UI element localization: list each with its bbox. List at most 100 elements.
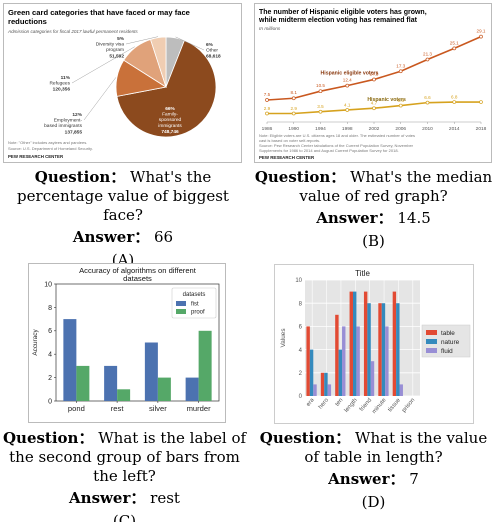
- data-label: 10.5: [316, 83, 325, 88]
- chart-a-footer: PEW RESEARCH CENTER: [8, 154, 64, 159]
- pie-label: 6% Other: [206, 42, 218, 54]
- bar: [117, 389, 131, 401]
- pie-leader-line: [71, 46, 135, 84]
- x-tick-label: 1998: [342, 126, 353, 132]
- series-point: [452, 46, 457, 51]
- y-tick-label: 2: [299, 371, 303, 377]
- question-prefix: Question：: [259, 429, 351, 447]
- answer-text: 7: [409, 470, 419, 488]
- y-tick-label: 4: [299, 348, 303, 354]
- question-text: What's the percentage value of biggest f…: [17, 168, 229, 224]
- y-tick-label: 10: [295, 278, 302, 284]
- pie-slices: [115, 36, 217, 138]
- x-tick-label: tissue: [387, 397, 402, 413]
- chart-a-title-line2: reductions: [8, 17, 47, 26]
- pie-value: 68,618: [206, 54, 221, 60]
- chart-a-note: Note: "Other" includes asylees and parol…: [8, 140, 87, 145]
- series-point: [425, 57, 430, 62]
- x-tick-label: hero: [318, 397, 331, 411]
- grouped-bar-chart-image: Accuracy of algorithms on different datas…: [28, 263, 226, 423]
- series-point: [318, 89, 323, 94]
- bar: [396, 303, 400, 396]
- question-d: Question： What is the value of table in …: [251, 429, 496, 467]
- panel-a: Green card categories that have faced or…: [0, 0, 249, 269]
- x-tick-label: length: [344, 397, 359, 413]
- question-text: What is the label of the second group of…: [9, 429, 247, 485]
- answer-text: 66: [154, 228, 174, 246]
- legend-label: fluid: [441, 348, 453, 355]
- bar: [367, 303, 371, 396]
- y-tick-label: 2: [48, 375, 52, 382]
- legend-swatch: [426, 348, 437, 353]
- chart-b-title-line1: The number of Hispanic eligible voters h…: [259, 9, 427, 16]
- bar: [76, 365, 90, 401]
- triple-bar-chart-image: Title 0 2 4 6 8 10 Values era hero ten length friend…: [274, 264, 474, 424]
- chart-title-line1: Accuracy of algorithms on different: [79, 266, 197, 275]
- x-tick-label: silver: [149, 404, 167, 413]
- answer-text: 14.5: [397, 209, 431, 227]
- data-label: 21.3: [423, 52, 432, 57]
- pie-label: 5% Diversity visa program: [96, 36, 125, 53]
- y-tick-label: 0: [48, 398, 52, 405]
- pie-value: 137,855: [65, 129, 83, 135]
- x-tick-label: 2010: [422, 126, 433, 132]
- series-name-label: Hispanic voters: [367, 97, 406, 103]
- bar: [327, 384, 332, 396]
- bar: [381, 303, 386, 396]
- question-prefix: Question：: [2, 429, 94, 447]
- y-tick-label: 10: [44, 281, 52, 288]
- bar: [342, 326, 346, 396]
- chart-title-line2: datasets: [123, 274, 152, 283]
- data-label: 6.6: [424, 95, 431, 100]
- pie-slice: [150, 36, 167, 88]
- series-point: [345, 83, 350, 88]
- chart-title: Title: [355, 269, 370, 278]
- chart-a-source: Source: U.S. Department of Homeland Secu…: [8, 146, 93, 151]
- panel-b: The number of Hispanic eligible voters h…: [249, 0, 498, 261]
- chart-b-footer: PEW RESEARCH CENTER: [259, 155, 315, 160]
- answer-prefix: Answer：: [72, 228, 150, 246]
- pie-value: 748,746: [161, 129, 179, 135]
- pie-chart: Green card categories that have faced or…: [7, 8, 221, 159]
- x-tick-label: pond: [68, 404, 85, 413]
- x-tick-label: prison: [401, 397, 416, 413]
- pie-slice: [116, 39, 217, 138]
- series-point: [372, 106, 376, 111]
- pie-chart-image: Green card categories that have faced or…: [3, 3, 242, 163]
- series-point: [318, 109, 323, 114]
- bar: [378, 303, 382, 396]
- series-point: [398, 103, 403, 108]
- pie-label: 11% Refugees: [49, 75, 70, 87]
- bar: [144, 342, 158, 401]
- x-tick-label: 2014: [449, 126, 460, 132]
- bar: [157, 377, 171, 401]
- series-point: [479, 100, 483, 104]
- x-tick-label: era: [306, 397, 317, 408]
- question-text: What's the median value of red graph?: [299, 168, 493, 205]
- bar: [363, 291, 368, 396]
- data-label: 12.4: [343, 78, 352, 83]
- series-point: [265, 111, 269, 116]
- bar: [63, 319, 77, 401]
- legend-label: nature: [441, 339, 460, 346]
- bar: [399, 384, 403, 396]
- bar: [370, 361, 375, 396]
- y-tick-label: 4: [48, 352, 52, 359]
- legend-swatch: [176, 301, 186, 306]
- question-b: Question： What's the median value of red…: [251, 168, 496, 206]
- qa-a: Question： What's the percentage value of…: [2, 168, 244, 270]
- data-label: 4.1: [344, 102, 351, 107]
- qa-d: Question： What is the value of table in …: [251, 429, 496, 512]
- y-tick-label: 8: [48, 305, 52, 312]
- chart-b-source-line1: Source: Pew Research Center tabulations …: [259, 143, 414, 148]
- legend-swatch: [426, 330, 437, 335]
- bar: [324, 372, 328, 396]
- bar: [356, 326, 360, 396]
- series-point: [398, 69, 403, 74]
- answer-prefix: Answer：: [328, 470, 405, 488]
- y-tick-label: 0: [299, 394, 303, 400]
- bar: [349, 291, 353, 396]
- x-tick-label: 1986: [262, 126, 273, 132]
- series-line: [266, 35, 482, 101]
